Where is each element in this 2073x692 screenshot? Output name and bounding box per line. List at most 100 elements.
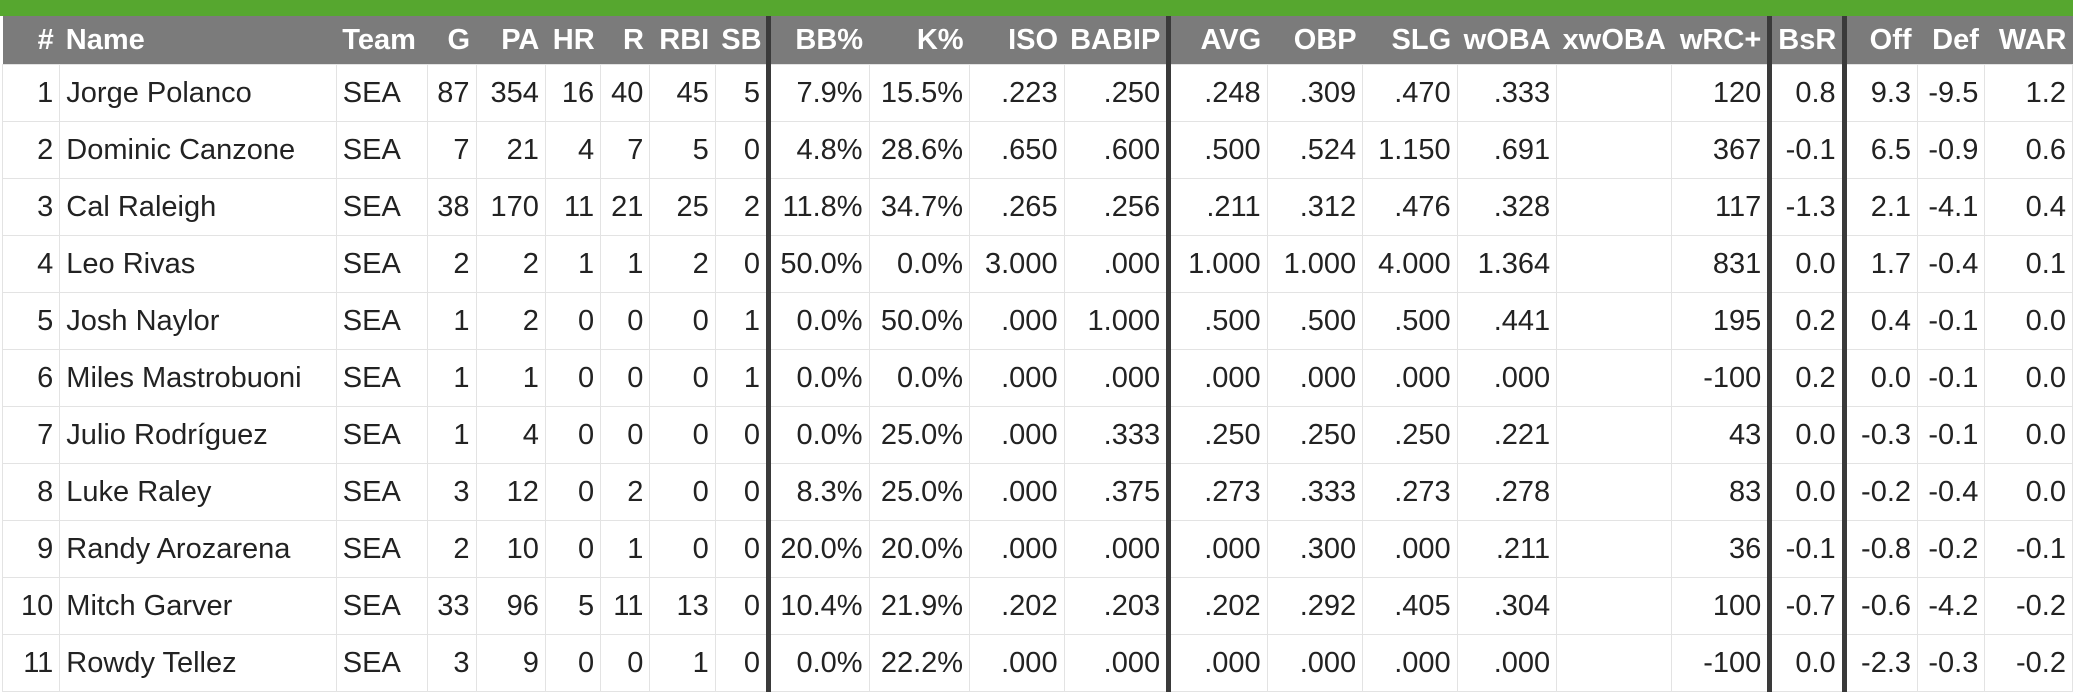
table-cell: 11 [1, 634, 61, 692]
table-cell: 0 [600, 349, 651, 407]
table-cell: .309 [1266, 64, 1364, 122]
table-cell: 0.2 [1767, 349, 1845, 407]
table-cell: 0.0 [1984, 463, 2073, 521]
empty-cell [1556, 121, 1672, 179]
table-cell: 22.2% [868, 634, 971, 692]
column-header: HR [545, 16, 601, 65]
table-cell: 195 [1670, 292, 1771, 350]
table-cell: .375 [1063, 463, 1170, 521]
table-cell: 11.8% [766, 178, 870, 236]
table-cell: Cal Raleigh [59, 178, 337, 236]
table-cell: 0.4 [1841, 292, 1919, 350]
table-cell: 0 [600, 634, 651, 692]
table-cell: 21.9% [868, 577, 971, 635]
table-cell: 0.4 [1984, 178, 2073, 236]
table-cell: .273 [1166, 463, 1268, 521]
table-cell: SEA [335, 64, 429, 122]
table-cell: Rowdy Tellez [59, 634, 337, 692]
table-cell: 117 [1670, 178, 1771, 236]
table-cell: Josh Naylor [59, 292, 337, 350]
table-cell: .248 [1166, 64, 1268, 122]
table-cell: 50.0% [766, 235, 870, 293]
table-cell: 7 [600, 121, 651, 179]
table-cell: 8.3% [766, 463, 870, 521]
table-cell: 1.000 [1166, 235, 1268, 293]
table-cell: .000 [969, 406, 1065, 464]
table-cell: 15.5% [868, 64, 971, 122]
table-cell: .202 [969, 577, 1065, 635]
table-cell: 0 [544, 634, 602, 692]
table-row: 7 Julio Rodríguez SEA 1 4 0 0 0 0 0.0% 25.0% .000.3… [1, 406, 2073, 464]
table-cell: .000 [1362, 349, 1458, 407]
table-cell: 25.0% [868, 463, 971, 521]
column-header: Def [1917, 16, 1985, 65]
table-cell: .405 [1362, 577, 1458, 635]
table-cell: 7 [1, 406, 61, 464]
table-cell: 8 [1, 463, 61, 521]
table-cell: 87 [427, 64, 477, 122]
table-row: 5 Josh Naylor SEA 1 2 0 0 0 1 0.0% 50.0% .000 1.000.… [1, 292, 2073, 350]
table-cell: 3.000 [969, 235, 1065, 293]
table-cell: -0.3 [1841, 406, 1919, 464]
table-cell: 1.7 [1841, 235, 1919, 293]
table-row: 6 Miles Mastrobuoni SEA 1 1 0 0 0 1 0.0% 0.0% .000.… [1, 349, 2073, 407]
table-cell: 6 [1, 349, 61, 407]
column-header: Name [59, 16, 337, 65]
table-cell: -1.3 [1767, 178, 1845, 236]
table-cell: 0 [714, 634, 770, 692]
table-cell: .000 [1063, 520, 1170, 578]
table-cell: 36 [1670, 520, 1771, 578]
table-cell: .292 [1266, 577, 1364, 635]
table-cell: Jorge Polanco [59, 64, 337, 122]
table-cell: Luke Raley [59, 463, 337, 521]
table-cell: 5 [1, 292, 61, 350]
empty-cell [1556, 406, 1672, 464]
table-cell: .000 [1166, 349, 1268, 407]
table-cell: .333 [1063, 406, 1170, 464]
table-cell: 10.4% [766, 577, 870, 635]
column-header: SLG [1362, 16, 1458, 65]
table-cell: 0 [714, 520, 770, 578]
table-cell: 10 [475, 520, 546, 578]
table-cell: 13 [649, 577, 716, 635]
table-cell: -2.3 [1841, 634, 1919, 692]
table-cell: 0.0 [1984, 349, 2073, 407]
table-cell: 16 [544, 64, 602, 122]
table-cell: 0 [600, 292, 651, 350]
table-cell: Randy Arozarena [59, 520, 337, 578]
column-header: BABIP [1064, 16, 1169, 65]
empty-cell [1556, 235, 1672, 293]
table-cell: -0.2 [1917, 520, 1986, 578]
header-row: # Name Team G PA HR R RBI SB BB% K% ISO BABIP AVG OBP S… [2, 16, 2073, 65]
table-cell: 1 [427, 292, 477, 350]
table-cell: 0.0% [868, 349, 971, 407]
table-cell: 0.0 [1984, 406, 2073, 464]
table-cell: .265 [969, 178, 1065, 236]
table-cell: 0.0% [766, 349, 870, 407]
table-cell: -0.1 [1917, 406, 1986, 464]
column-header: ISO [969, 16, 1065, 65]
table-cell: 38 [427, 178, 477, 236]
column-header: Off [1841, 16, 1918, 65]
table-cell: 9 [1, 520, 61, 578]
table-cell: 4.000 [1362, 235, 1458, 293]
table-cell: .500 [1362, 292, 1458, 350]
table-cell: 21 [600, 178, 651, 236]
table-cell: 1 [544, 235, 602, 293]
table-cell: .000 [1456, 349, 1558, 407]
table-cell: .000 [1063, 634, 1170, 692]
column-header: BB% [766, 16, 870, 65]
table-cell: SEA [335, 235, 429, 293]
table-cell: Julio Rodríguez [59, 406, 337, 464]
table-cell: 0.0% [766, 406, 870, 464]
table-cell: SEA [335, 463, 429, 521]
table-cell: 0.0 [1841, 349, 1919, 407]
table-cell: .273 [1362, 463, 1458, 521]
table-cell: Mitch Garver [59, 577, 337, 635]
table-cell: 12 [475, 463, 546, 521]
table-cell: 10 [1, 577, 61, 635]
table-cell: 2 [475, 235, 546, 293]
table-cell: .202 [1166, 577, 1268, 635]
table-cell: 1 [714, 349, 770, 407]
table-cell: 0 [714, 121, 770, 179]
